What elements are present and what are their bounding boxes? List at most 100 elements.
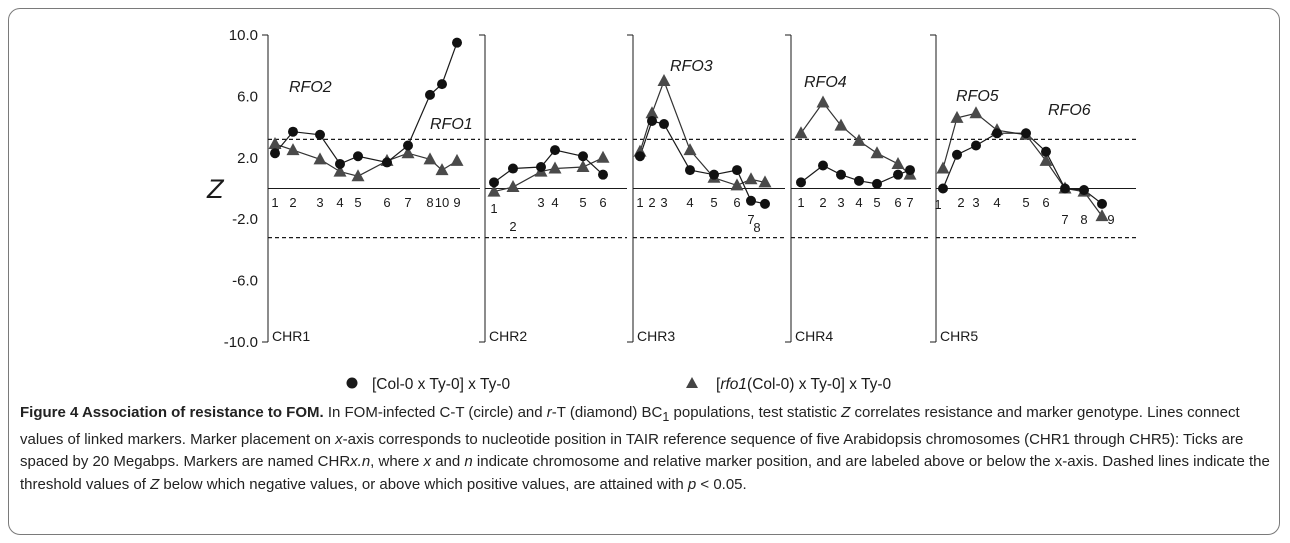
marker-tick-label: 6 [599, 195, 606, 210]
data-point-triangle [891, 156, 905, 169]
panel-chr5: CHR5 1 2 3 4 5 67 8 9 RFO5 RFO6 [930, 34, 1136, 344]
caption-text: -T (diamond) BC [551, 404, 663, 421]
marker-tick-label: 3 [660, 195, 667, 210]
chromosome-label: CHR3 [637, 328, 675, 344]
marker-tick-label: 5 [354, 195, 361, 210]
data-point-circle [1021, 128, 1031, 139]
data-point-circle [893, 169, 903, 180]
marker-tick-label: 3 [837, 195, 844, 210]
caption-italic: Z [150, 475, 160, 493]
marker-tick-label: 2 [289, 195, 296, 210]
data-point-triangle [834, 118, 848, 131]
data-point-circle [952, 149, 962, 160]
marker-tick-label: 4 [336, 195, 343, 210]
series-line-circle [274, 42, 458, 165]
chromosome-label: CHR5 [940, 328, 978, 344]
marker-tick-label: 7 [906, 195, 913, 210]
caption-italic: n [464, 453, 473, 470]
marker-tick-label: 8 [1080, 212, 1087, 227]
marker-tick-label: 2 [819, 195, 826, 210]
data-point-circle [598, 169, 608, 180]
legend-label-circle: [Col-0 x Ty-0] x Ty-0 [372, 376, 510, 393]
data-point-circle [938, 183, 948, 194]
qtl-label: RFO4 [804, 74, 847, 91]
chromosome-label: CHR4 [795, 328, 833, 344]
series-line-circle [639, 120, 766, 205]
data-point-triangle [576, 160, 590, 173]
marker-tick-label: 1 [934, 197, 941, 212]
caption-text: , where [370, 453, 424, 470]
data-point-circle [382, 157, 392, 168]
caption-text: In FOM-infected C-T (circle) and [323, 404, 547, 421]
data-point-triangle [401, 146, 415, 159]
data-point-triangle [313, 152, 327, 165]
series-line-triangle [800, 101, 911, 176]
data-point-triangle [730, 178, 744, 191]
data-point-triangle [487, 184, 501, 197]
caption-subscript: 1 [662, 410, 670, 424]
data-point-circle [836, 169, 846, 180]
data-point-circle [353, 151, 363, 162]
data-point-triangle [744, 172, 758, 185]
marker-tick-label: 5 [579, 195, 586, 210]
data-point-circle [1041, 146, 1051, 157]
data-point-circle [489, 177, 499, 188]
data-point-triangle [758, 175, 772, 188]
data-point-circle [315, 129, 325, 140]
data-point-circle [335, 158, 345, 169]
data-point-circle [578, 151, 588, 162]
data-point-triangle [936, 161, 950, 174]
caption-italic: x [335, 430, 343, 448]
data-point-triangle [351, 169, 365, 182]
data-point-circle [854, 175, 864, 186]
marker-tick-label: 2 [648, 195, 655, 210]
marker-tick-label: 5 [710, 195, 717, 210]
data-point-circle [760, 198, 770, 209]
caption-title: Figure 4 Association of resistance to FO… [20, 404, 324, 421]
marker-tick-label: 6 [383, 195, 390, 210]
data-point-triangle [596, 150, 610, 163]
data-point-circle [709, 169, 719, 180]
data-point-circle [1079, 185, 1089, 196]
series-line-triangle [639, 79, 766, 187]
marker-tick-label: 7 [1061, 212, 1068, 227]
data-point-circle [550, 145, 560, 156]
y-tick-label: -10.0 [224, 334, 258, 351]
marker-tick-label: 4 [855, 195, 862, 210]
marker-tick-label: 6 [733, 195, 740, 210]
figure-frame [8, 8, 1280, 535]
marker-tick-label: 1 [797, 195, 804, 210]
data-point-triangle [435, 163, 449, 176]
caption-italic: x.n [350, 453, 371, 470]
caption-text: populations, test statistic [669, 404, 842, 421]
caption-text: indicate chromosome and relative marker … [20, 453, 1270, 493]
marker-tick-label: 1 [490, 201, 497, 216]
marker-tick-label: 4 [686, 195, 693, 210]
caption-italic: x [423, 453, 432, 470]
data-point-circle [746, 195, 756, 206]
y-tick-label: 6.0 [237, 88, 258, 105]
qtl-label: RFO2 [289, 79, 332, 96]
marker-tick-label: 4 [993, 195, 1000, 210]
data-point-circle [872, 178, 882, 189]
data-point-circle [635, 151, 645, 162]
data-point-circle [508, 163, 518, 174]
data-point-triangle [870, 146, 884, 159]
series-line-triangle [274, 143, 458, 177]
marker-tick-label: 5 [873, 195, 880, 210]
data-point-triangle [506, 179, 520, 192]
marker-tick-label: 7 [747, 212, 754, 227]
marker-tick-label: 3 [537, 195, 544, 210]
marker-tick-label: 2 [509, 219, 516, 234]
data-point-circle [1097, 198, 1107, 209]
data-point-triangle [683, 143, 697, 156]
chromosome-label: CHR1 [272, 328, 310, 344]
marker-tick-label: 6 [1042, 195, 1049, 210]
marker-tick-label: 6 [894, 195, 901, 210]
marker-tick-label: 8 [426, 195, 433, 210]
data-point-triangle [268, 136, 282, 149]
marker-tick-label: 1 [271, 195, 278, 210]
data-point-circle [685, 165, 695, 176]
data-point-triangle [286, 143, 300, 156]
